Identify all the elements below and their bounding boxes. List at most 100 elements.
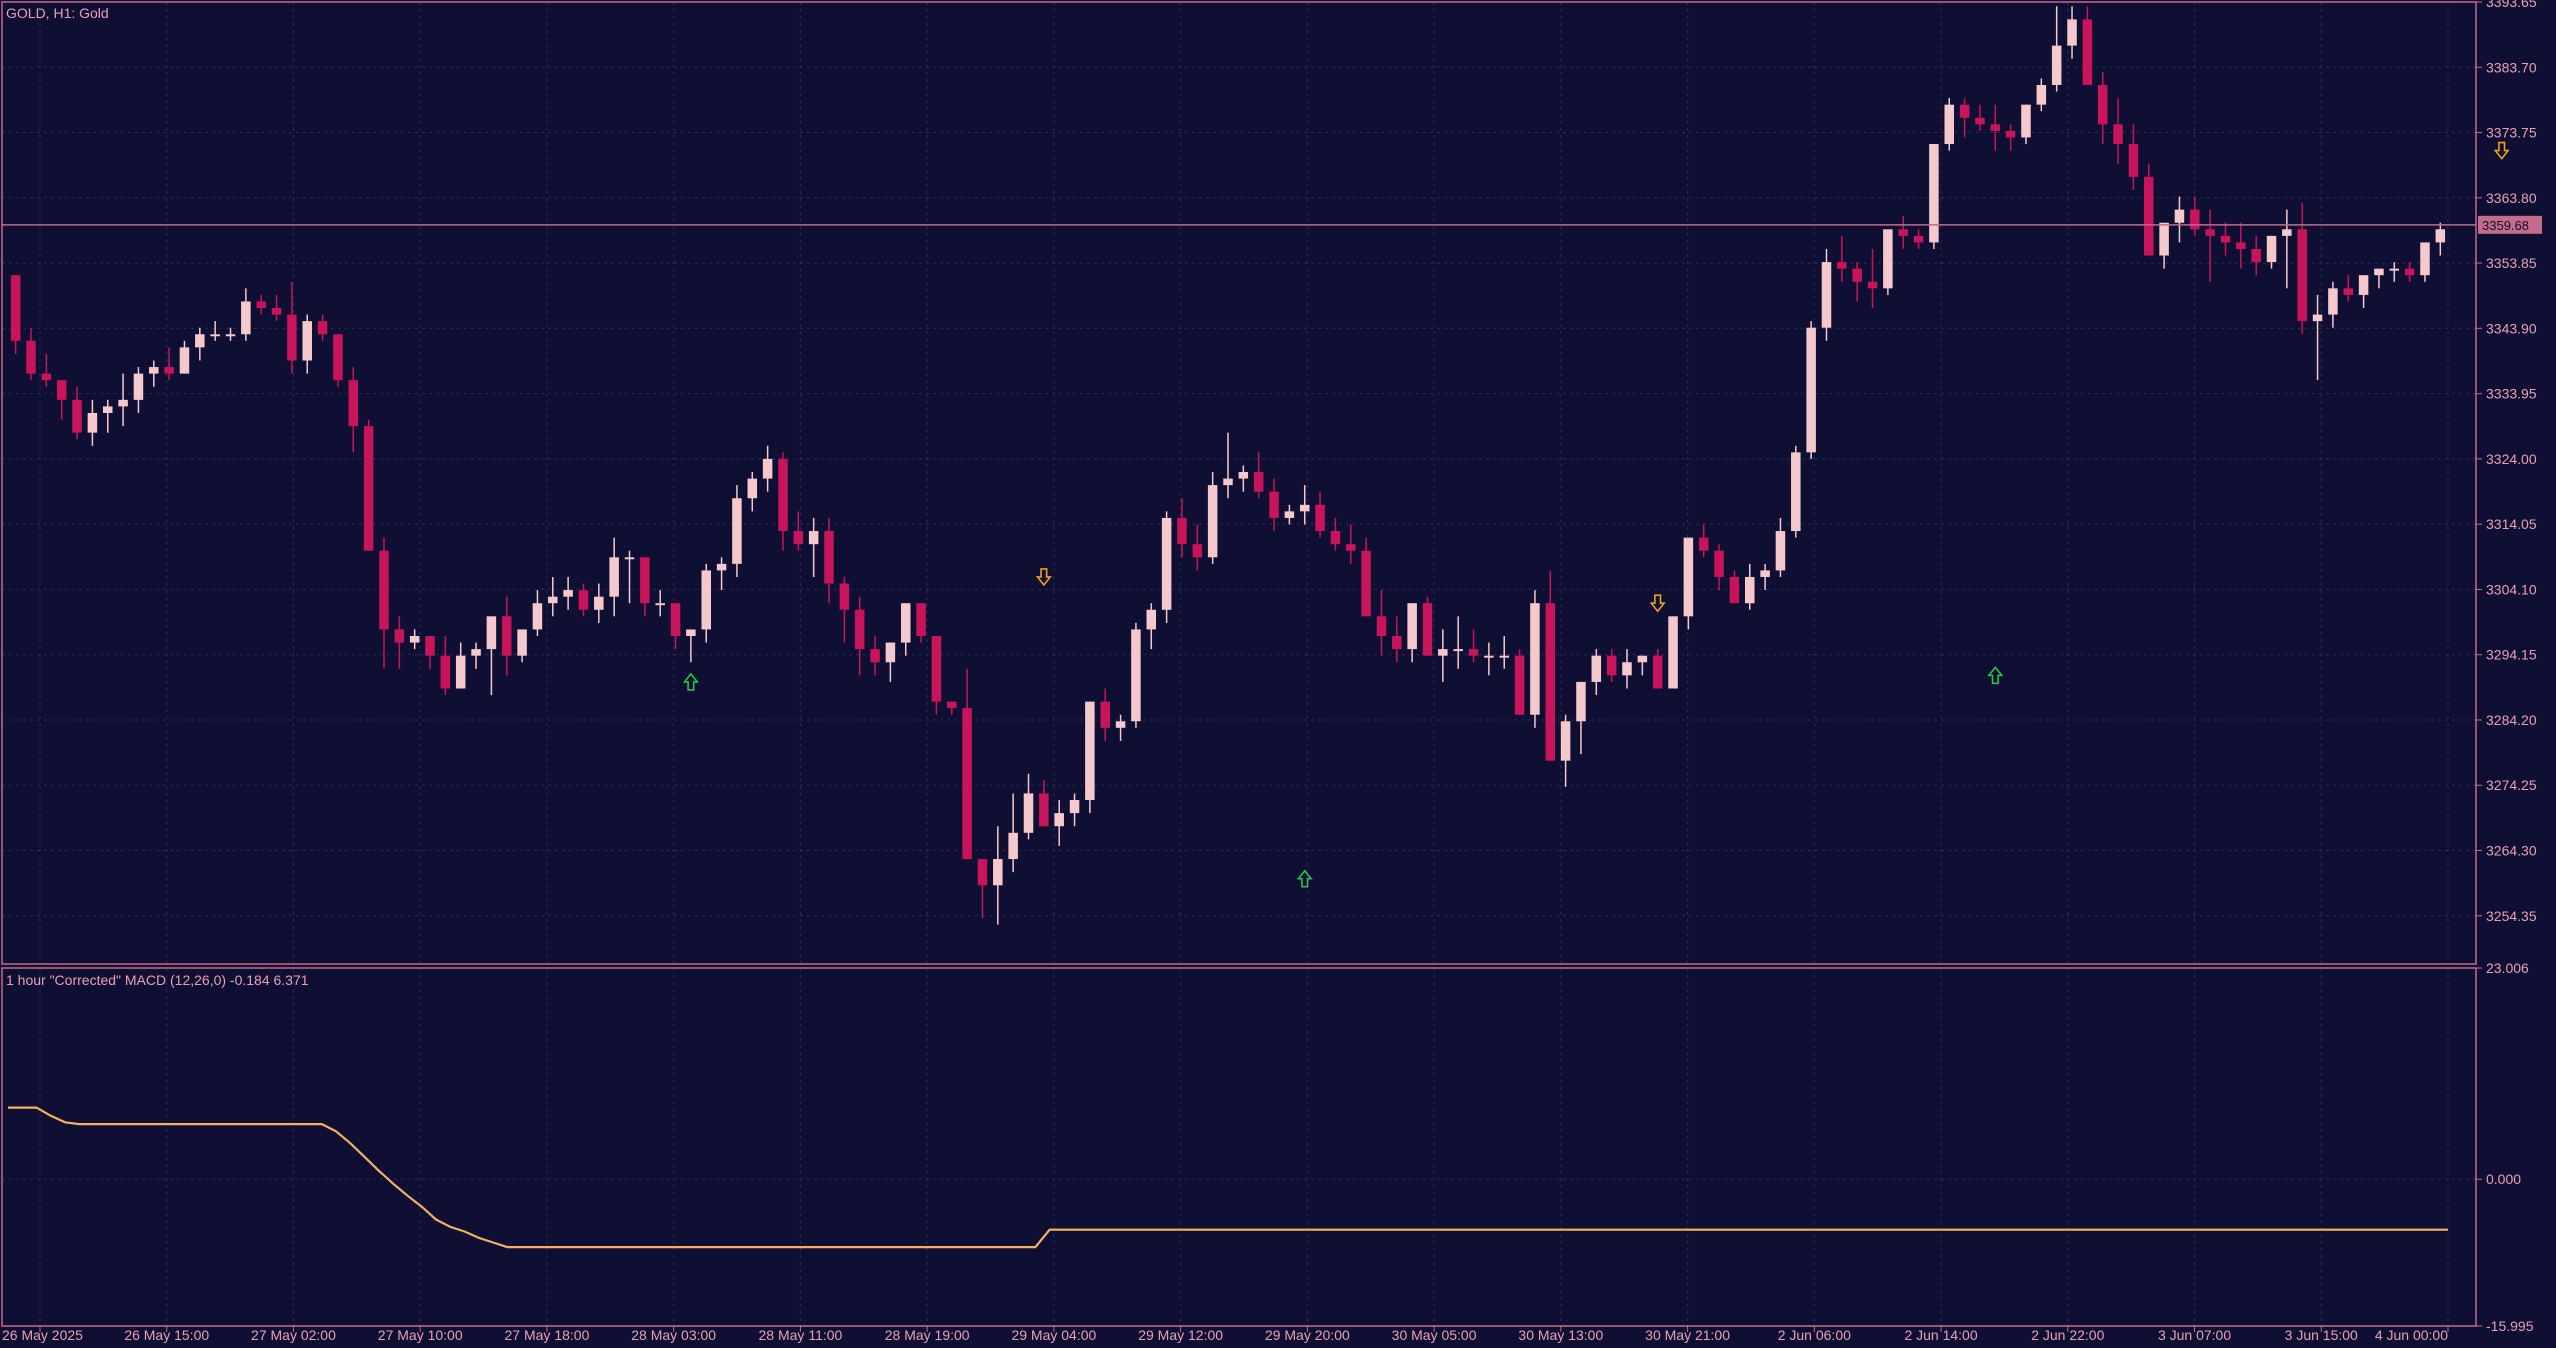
- candle-body: [824, 531, 834, 584]
- candle-body: [839, 583, 850, 610]
- candle-body: [394, 629, 405, 643]
- candle-body: [594, 596, 604, 610]
- candle-body: [609, 557, 619, 597]
- candle-body: [440, 655, 451, 689]
- signal-arrows: [682, 141, 2510, 888]
- current-price-label: 3359.68: [2482, 218, 2529, 233]
- time-tick-label: 2 Jun 14:00: [1904, 1327, 1977, 1343]
- candle-body: [1637, 655, 1648, 663]
- price-tick-label: 3333.95: [2486, 386, 2537, 402]
- candle-body: [670, 603, 681, 637]
- candle-body: [1376, 616, 1387, 637]
- candle-body: [1975, 117, 1985, 125]
- candle-body: [2190, 209, 2200, 230]
- price-tick-label: 3284.20: [2486, 712, 2537, 728]
- candle-body: [2251, 248, 2261, 263]
- time-tick-label: 26 May 2025: [2, 1327, 83, 1343]
- candle-body: [2143, 176, 2154, 256]
- candle-body: [210, 334, 220, 337]
- candle-body: [501, 616, 512, 656]
- candle-body: [1745, 576, 1755, 604]
- candle-body: [1223, 478, 1233, 486]
- candle-body: [1453, 649, 1463, 652]
- macd-panel-frame: [1, 967, 2477, 1327]
- macd-axis: 23.006 0.000 -15.995: [2476, 960, 2534, 1334]
- candle-body: [993, 859, 1003, 886]
- candle-body: [2021, 104, 2031, 138]
- candle-body: [333, 334, 343, 381]
- candle-body: [1791, 452, 1801, 532]
- candle-body: [2282, 229, 2292, 236]
- candle-body: [425, 636, 435, 656]
- candle-body: [1683, 537, 1694, 617]
- main-chart-title: GOLD, H1: Gold: [6, 5, 109, 21]
- candle-body: [1422, 603, 1433, 656]
- candle-body: [1867, 281, 1878, 289]
- candle-body: [56, 380, 67, 400]
- price-tick-label: 3324.00: [2486, 451, 2537, 467]
- time-tick-label: 28 May 03:00: [631, 1327, 716, 1343]
- time-tick-label: 3 Jun 15:00: [2285, 1327, 2358, 1343]
- time-tick-label: 29 May 20:00: [1265, 1327, 1350, 1343]
- candle-body: [732, 498, 742, 564]
- candle-body: [41, 373, 52, 381]
- price-tick-label: 3304.10: [2486, 581, 2537, 597]
- candle-body: [2082, 19, 2093, 85]
- time-tick-label: 2 Jun 06:00: [1778, 1327, 1851, 1343]
- time-tick-label: 29 May 12:00: [1138, 1327, 1223, 1343]
- candle-body: [225, 334, 236, 337]
- candle-body: [486, 616, 497, 650]
- candle-body: [1821, 262, 1832, 328]
- price-tick-label: 3294.15: [2486, 647, 2537, 663]
- candle-body: [947, 701, 957, 709]
- candle-body: [1913, 235, 1924, 243]
- time-axis: 26 May 2025 26 May 15:00 27 May 02:00 27 Ma…: [2, 1326, 2449, 1343]
- down-arrow-icon: [2493, 141, 2510, 160]
- candle-body: [2005, 130, 2016, 138]
- candle-body: [1146, 609, 1157, 630]
- candle-body: [1806, 327, 1816, 453]
- candle-body: [1606, 655, 1617, 676]
- price-tick-label: 3373.75: [2486, 125, 2537, 141]
- candle-body: [409, 636, 420, 643]
- candle-body: [271, 308, 282, 315]
- price-tick-label: 3383.70: [2486, 59, 2537, 75]
- candle-body: [72, 399, 82, 433]
- candle-body: [1269, 491, 1279, 518]
- candle-body: [716, 563, 727, 571]
- candle-body: [363, 426, 374, 551]
- candle-body: [747, 478, 758, 499]
- candle-body: [2312, 314, 2323, 322]
- candle-body: [1253, 472, 1264, 492]
- candle-body: [256, 301, 266, 309]
- time-tick-label: 28 May 19:00: [885, 1327, 970, 1343]
- macd-tick-label: -15.995: [2486, 1318, 2534, 1334]
- candle-body: [578, 590, 589, 610]
- candle-body: [2128, 144, 2139, 177]
- candle-body: [808, 531, 819, 545]
- price-axis: 3393.65 3383.70 3373.75 3363.80 3353.85 3343.…: [2476, 0, 2537, 924]
- price-tick-label: 3254.35: [2486, 908, 2537, 924]
- candle-body: [2036, 84, 2047, 105]
- candle-body: [1100, 701, 1110, 728]
- candle-body: [1346, 544, 1356, 551]
- candle-body: [686, 629, 696, 637]
- candle-body: [1944, 104, 1955, 145]
- time-tick-label: 3 Jun 07:00: [2158, 1327, 2231, 1343]
- candle-body: [1299, 504, 1310, 512]
- candle-body: [1115, 721, 1126, 728]
- candle-body: [302, 321, 313, 361]
- candle-body: [1192, 544, 1203, 558]
- candle-body: [1361, 550, 1371, 617]
- candles: [10, 6, 2446, 925]
- candle-body: [1929, 144, 1939, 243]
- price-tick-label: 3353.85: [2486, 255, 2537, 271]
- time-tick-label: 30 May 21:00: [1645, 1327, 1730, 1343]
- up-arrow-icon: [682, 672, 699, 691]
- up-arrow-icon: [1296, 869, 1313, 888]
- time-tick-label: 26 May 15:00: [124, 1327, 209, 1343]
- down-arrow-icon: [1035, 568, 1052, 587]
- price-tick-label: 3393.65: [2486, 0, 2537, 10]
- candle-body: [1714, 550, 1724, 577]
- candle-body: [87, 412, 98, 433]
